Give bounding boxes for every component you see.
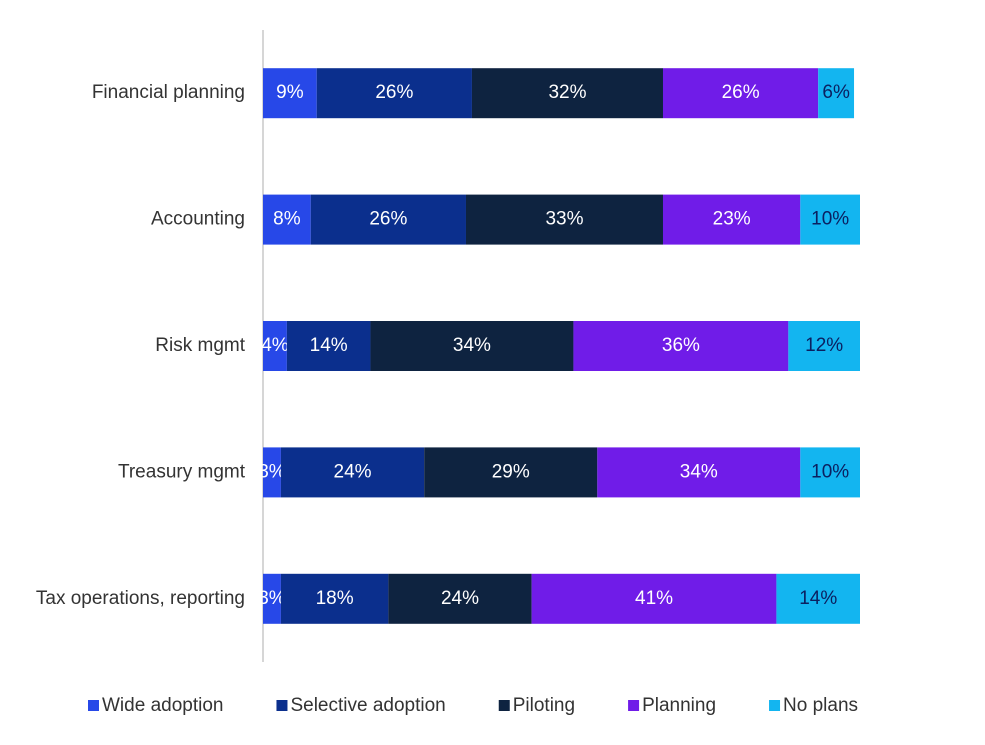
data-label: 29% — [492, 461, 530, 482]
bar-segment — [310, 194, 466, 245]
legend-label: Piloting — [513, 695, 575, 716]
bar-segment — [818, 68, 855, 119]
data-label: 3% — [258, 588, 286, 609]
y-tick-label: Tax operations, reporting — [36, 588, 245, 609]
y-tick-label: Accounting — [151, 209, 245, 230]
bar-segment — [531, 573, 777, 624]
bar-segment — [662, 68, 819, 119]
legend-swatch — [88, 700, 99, 711]
bar-segment — [263, 447, 281, 498]
bar-segment — [776, 573, 860, 624]
data-label: 32% — [548, 82, 586, 103]
data-label: 10% — [811, 209, 849, 230]
bar-segment — [263, 68, 317, 119]
bar-segment — [800, 447, 860, 498]
y-tick-label: Financial planning — [92, 82, 245, 103]
bar-segment — [388, 573, 532, 624]
data-label: 26% — [375, 82, 413, 103]
bar-segment — [263, 194, 311, 245]
data-label: 26% — [722, 82, 760, 103]
data-label: 34% — [453, 335, 491, 356]
y-tick-label: Treasury mgmt — [118, 461, 246, 482]
data-label: 3% — [258, 461, 286, 482]
data-label: 24% — [441, 588, 479, 609]
data-label: 34% — [680, 461, 718, 482]
data-label: 8% — [273, 209, 301, 230]
bar-segment — [280, 573, 389, 624]
bar-segment — [573, 321, 789, 371]
data-label: 24% — [334, 461, 372, 482]
data-label: 41% — [635, 588, 673, 609]
legend-swatch — [498, 700, 510, 711]
bar-segment — [597, 447, 801, 498]
data-label: 10% — [811, 461, 849, 482]
bar-segment — [263, 321, 287, 371]
bar-segment — [788, 321, 860, 371]
data-label: 4% — [261, 335, 289, 356]
legend-swatch — [628, 700, 640, 711]
data-label: 26% — [369, 209, 407, 230]
bar-segment — [316, 68, 472, 119]
bar-segment — [286, 321, 371, 371]
bar-segment — [263, 573, 281, 624]
legend-label: Planning — [642, 695, 716, 716]
bar-segment — [424, 447, 598, 498]
data-label: 14% — [310, 335, 348, 356]
data-label: 33% — [545, 209, 583, 230]
y-tick-label: Risk mgmt — [155, 335, 245, 356]
legend-swatch — [769, 700, 781, 711]
bar-segment — [370, 321, 574, 371]
bar-segment — [280, 447, 425, 498]
bar-segment — [662, 194, 801, 245]
data-label: 6% — [822, 82, 850, 103]
data-label: 9% — [276, 82, 304, 103]
legend-label: Wide adoption — [102, 695, 223, 716]
legend-swatch — [276, 700, 288, 711]
bar-segment — [465, 194, 663, 245]
bar-segment — [471, 68, 663, 119]
data-label: 23% — [713, 209, 751, 230]
legend-label: No plans — [783, 695, 858, 716]
legend-label: Selective adoption — [290, 695, 445, 716]
data-label: 18% — [316, 588, 354, 609]
data-label: 14% — [799, 588, 837, 609]
bar-segment — [800, 194, 860, 245]
data-label: 36% — [662, 335, 700, 356]
data-label: 12% — [805, 335, 843, 356]
